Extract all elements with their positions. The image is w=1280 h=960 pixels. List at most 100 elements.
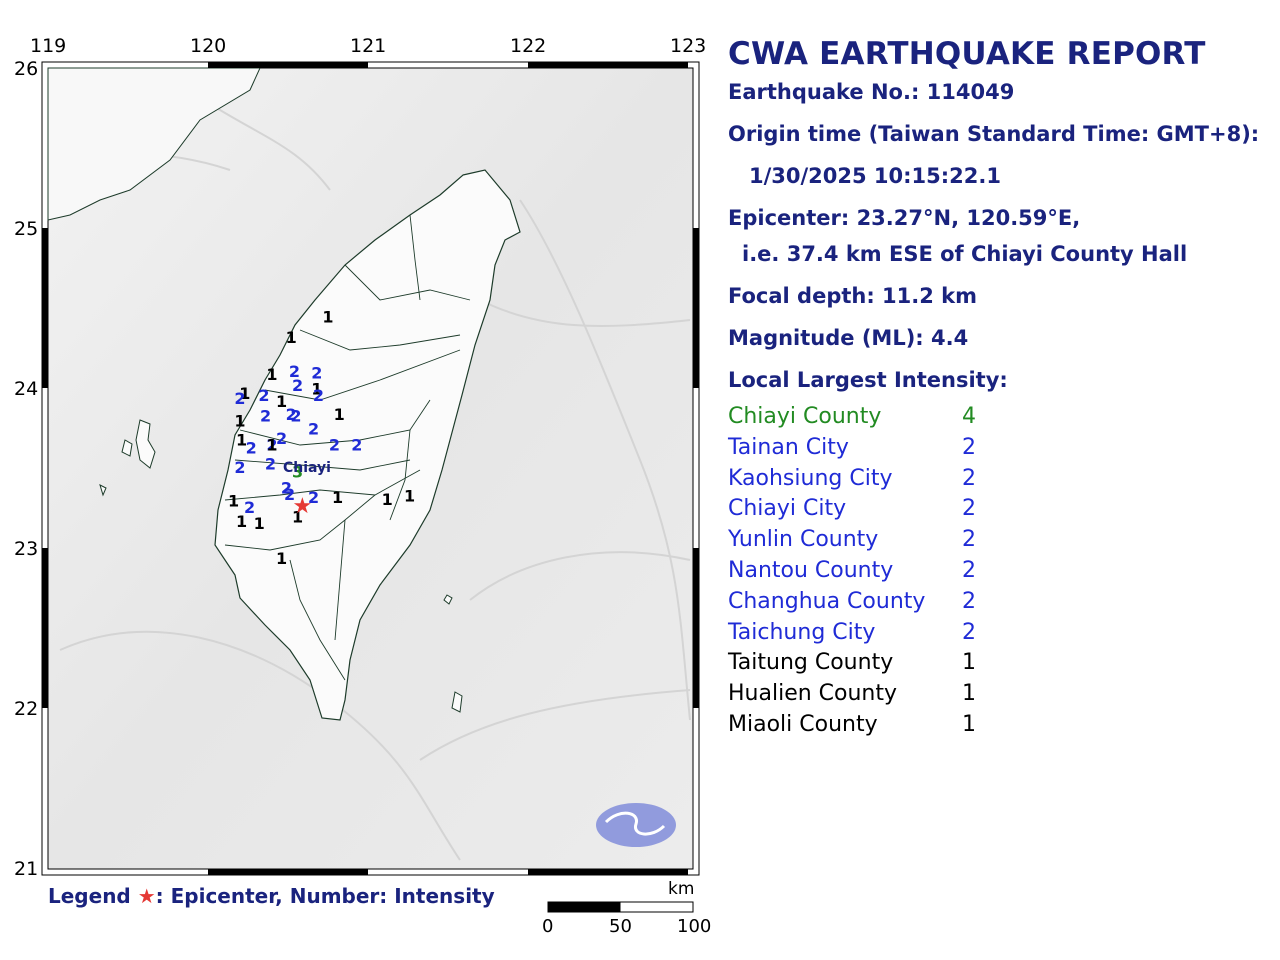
report-panel: CWA EARTHQUAKE REPORT Earthquake No.: 11… <box>728 36 1268 737</box>
station-intensity: 1 <box>276 549 287 568</box>
county-intensity: 2 <box>962 619 976 645</box>
station-intensity: 2 <box>308 488 319 507</box>
station-intensity: 2 <box>260 407 271 426</box>
station-intensity: 1 <box>322 307 333 326</box>
county-intensity: 4 <box>962 404 976 429</box>
station-intensity: 2 <box>292 376 303 395</box>
county-intensity: 2 <box>962 434 976 460</box>
station-intensity: 2 <box>276 429 287 448</box>
station-intensity: 1 <box>276 392 287 411</box>
station-intensity: 1 <box>266 365 277 384</box>
latitude-tick-label: 24 <box>14 378 39 400</box>
station-intensity: 2 <box>246 439 257 458</box>
latitude-tick-label: 21 <box>14 858 39 880</box>
county-name: Miaoli County <box>728 712 878 737</box>
penghu-islands <box>99 419 156 497</box>
station-intensity: 2 <box>286 405 297 424</box>
station-intensity: 2 <box>311 363 322 382</box>
county-name: Kaohsiung City <box>728 465 893 491</box>
station-intensity: 2 <box>265 455 276 474</box>
scale-label-50: 50 <box>609 916 632 937</box>
station-intensity: 2 <box>329 435 340 454</box>
station-intensity: 1 <box>286 328 297 347</box>
county-name: Yunlin County <box>728 527 879 553</box>
station-intensity: 2 <box>284 485 295 504</box>
report-title: CWA EARTHQUAKE REPORT <box>728 36 1206 72</box>
county-name: Chiayi City <box>728 496 847 522</box>
scale-label-100: 100 <box>677 916 712 937</box>
frame-ticks <box>42 62 699 875</box>
station-intensity: 1 <box>234 411 245 430</box>
earthquake-number: Earthquake No.: 114049 <box>728 80 1015 104</box>
station-intensity: 1 <box>236 431 247 450</box>
county-name: Chiayi County <box>728 404 882 429</box>
longitude-tick-label: 120 <box>190 35 227 57</box>
county-name: Taichung City <box>728 619 876 645</box>
city-label: Chiayi <box>283 460 331 476</box>
station-intensity: 2 <box>290 407 301 426</box>
epicenter-star-icon: ★ <box>293 494 313 519</box>
station-intensity: 1 <box>382 490 393 509</box>
county-borders <box>224 214 471 681</box>
legend-text: : Epicenter, Number: Intensity <box>155 884 495 908</box>
taiwan-island <box>214 169 521 721</box>
station-intensity: 2 <box>258 386 269 405</box>
station-intensity: 3 <box>292 463 303 482</box>
scale-bar <box>547 901 694 913</box>
station-intensity: 2 <box>234 389 245 408</box>
magnitude: Magnitude (ML): 4.4 <box>728 326 969 350</box>
station-intensity: 1 <box>292 507 303 526</box>
county-intensity: 2 <box>962 527 976 553</box>
county-intensity: 1 <box>962 681 976 707</box>
station-intensity: 1 <box>228 491 239 510</box>
legend: Legend ★: Epicenter, Number: Intensity <box>48 884 495 908</box>
longitude-tick-label: 119 <box>30 35 67 57</box>
longitude-tick-label: 123 <box>670 35 707 57</box>
station-intensity: 2 <box>313 386 324 405</box>
scale-unit: km <box>668 879 695 899</box>
station-intensity: 1 <box>254 514 265 533</box>
county-name: Changhua County <box>728 588 926 614</box>
station-intensity: 1 <box>404 487 415 506</box>
station-intensity: 2 <box>244 498 255 517</box>
station-intensity: 1 <box>332 488 343 507</box>
intensity-heading: Local Largest Intensity: <box>728 368 1008 392</box>
latitude-tick-label: 26 <box>14 58 39 80</box>
origin-time-label: Origin time (Taiwan Standard Time: GMT+8… <box>728 122 1260 146</box>
station-intensity: 1 <box>334 405 345 424</box>
station-intensity: 2 <box>281 479 292 498</box>
star-icon: ★ <box>137 884 156 908</box>
station-intensity: 1 <box>236 512 247 531</box>
focal-depth: Focal depth: 11.2 km <box>728 284 978 308</box>
county-intensity: 2 <box>962 496 976 522</box>
legend-label: Legend <box>48 884 131 908</box>
epicenter: Epicenter: 23.27°N, 120.59°E, <box>728 206 1081 230</box>
county-intensity: 1 <box>962 650 976 676</box>
green-island <box>443 594 463 713</box>
longitude-tick-label: 121 <box>350 35 387 57</box>
county-intensity: 2 <box>962 558 976 583</box>
latitude-tick-label: 25 <box>14 218 39 240</box>
latitude-tick-label: 23 <box>14 538 39 560</box>
station-intensity: 2 <box>234 458 245 477</box>
county-intensity: 2 <box>962 465 976 491</box>
cwa-logo <box>596 803 676 847</box>
station-intensity: 1 <box>311 379 322 398</box>
station-intensity: 2 <box>289 362 300 381</box>
county-name: Tainan City <box>728 434 849 460</box>
station-intensity: 2 <box>351 435 362 454</box>
station-intensity: 2 <box>266 435 277 454</box>
latitude-tick-label: 22 <box>14 698 39 720</box>
county-intensity: 2 <box>962 588 976 614</box>
epicenter-relative: i.e. 37.4 km ESE of Chiayi County Hall <box>742 242 1188 266</box>
county-name: Hualien County <box>728 681 898 707</box>
county-name: Nantou County <box>728 558 894 583</box>
station-intensity: 1 <box>239 384 250 403</box>
origin-time: 1/30/2025 10:15:22.1 <box>749 164 1001 188</box>
longitude-tick-label: 122 <box>510 35 547 57</box>
scale-label-0: 0 <box>542 916 554 937</box>
county-intensity: 1 <box>962 712 976 737</box>
county-name: Taitung County <box>728 650 894 676</box>
